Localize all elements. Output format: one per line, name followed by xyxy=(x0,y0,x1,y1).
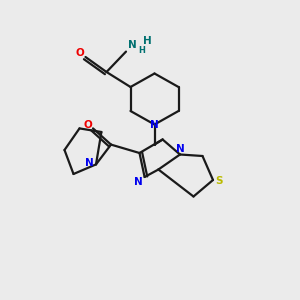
Text: N: N xyxy=(150,119,159,130)
Text: S: S xyxy=(215,176,223,187)
Text: H: H xyxy=(138,46,145,55)
Text: O: O xyxy=(76,48,85,59)
Text: N: N xyxy=(128,40,136,50)
Text: N: N xyxy=(85,158,94,168)
Text: O: O xyxy=(83,120,92,130)
Text: H: H xyxy=(142,36,152,46)
Text: N: N xyxy=(176,143,184,154)
Text: N: N xyxy=(134,177,142,188)
